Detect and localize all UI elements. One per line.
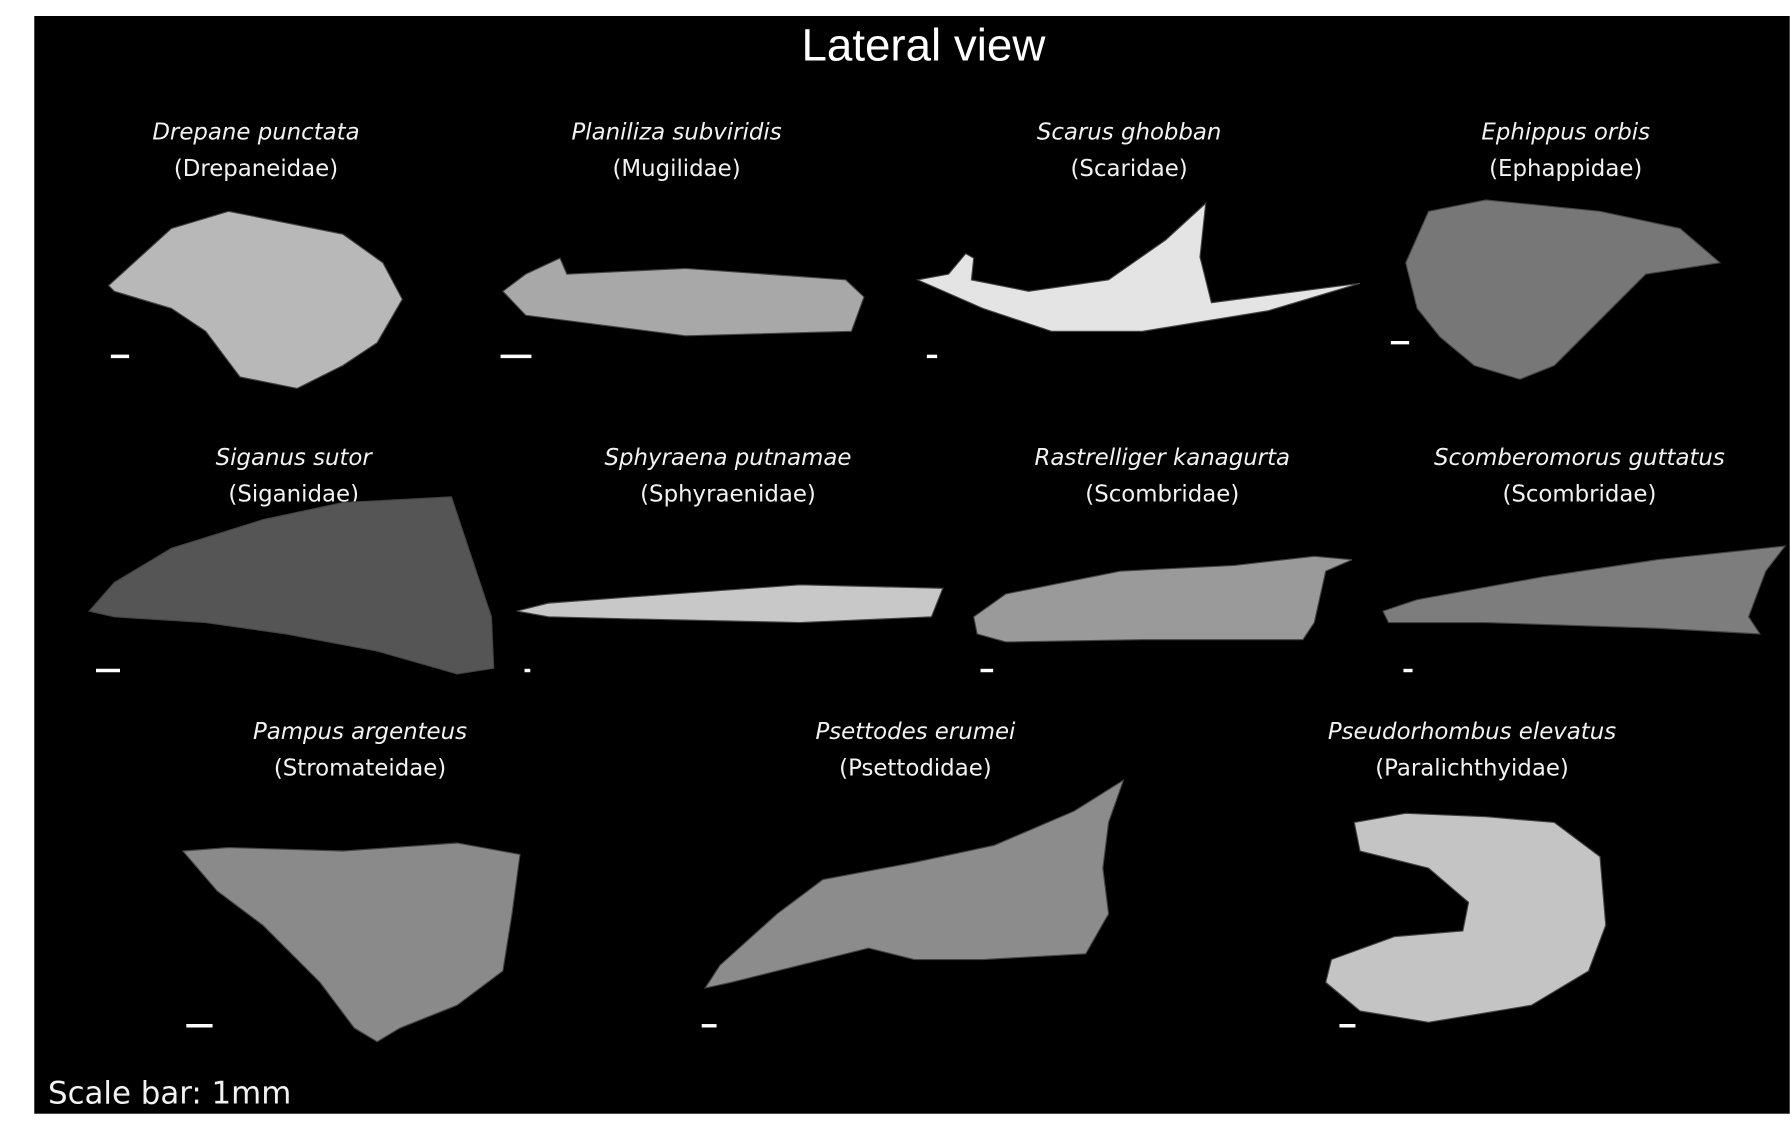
specimen-rastrelliger: Rastrelliger kanagurta (Scombridae) (973, 445, 1353, 673)
family-name: (Scombridae) (1085, 481, 1239, 507)
specimen-scomberomorus: Scomberomorus guttatus (Scombridae) (1382, 445, 1787, 673)
specimen-drepane: Drepane punctata (Drepaneidae) (107, 119, 403, 389)
species-name: Sphyraena putnamae (605, 445, 852, 471)
bone-image (915, 201, 1361, 332)
species-name: Planiliza subviridis (571, 119, 781, 145)
bone-image (703, 778, 1125, 989)
bone-image (1405, 199, 1722, 380)
species-name: Drepane punctata (152, 119, 359, 145)
bone-image (502, 257, 865, 337)
figure-title: Lateral view (801, 20, 1046, 71)
species-name: Ephippus orbis (1481, 119, 1650, 145)
bone-image (516, 584, 944, 624)
species-name: Psettodes erumei (815, 719, 1016, 745)
bone-image (973, 555, 1353, 643)
species-name: Rastrelliger kanagurta (1035, 445, 1291, 471)
bone-image (181, 842, 521, 1043)
species-name: Pampus argenteus (253, 719, 467, 745)
bone-image (1325, 812, 1607, 1023)
species-name: Siganus sutor (216, 445, 374, 471)
family-name: (Sphyraenidae) (640, 481, 816, 507)
family-name: (Paralichthyidae) (1375, 756, 1569, 782)
species-name: Pseudorhombus elevatus (1328, 719, 1616, 745)
family-name: (Scombridae) (1502, 481, 1656, 507)
family-name: (Scaridae) (1071, 156, 1188, 182)
family-name: (Ephappidae) (1489, 156, 1642, 182)
bone-image (107, 210, 403, 389)
bone-image (1382, 545, 1787, 635)
family-name: (Stromateidae) (274, 756, 446, 782)
specimen-psettodes: Psettodes erumei (Psettodidae) (701, 719, 1125, 1028)
species-name: Scomberomorus guttatus (1434, 445, 1725, 471)
bone-image (88, 496, 495, 675)
specimen-ephippus: Ephippus orbis (Ephappidae) (1390, 119, 1722, 380)
family-name: (Drepaneidae) (174, 156, 338, 182)
specimen-pseudorhombus: Pseudorhombus elevatus (Paralichthyidae) (1325, 719, 1616, 1028)
specimen-planiliza: Planiliza subviridis (Mugilidae) (500, 119, 865, 359)
family-name: (Mugilidae) (613, 156, 741, 182)
specimen-siganus: Siganus sutor (Siganidae) (88, 445, 495, 675)
specimen-scarus: Scarus ghobban (Scaridae) (915, 119, 1361, 359)
specimen-sphyraena: Sphyraena putnamae (Sphyraenidae) (516, 445, 944, 673)
family-name: (Psettodidae) (839, 756, 991, 782)
scale-bar-note: Scale bar: 1mm (48, 1075, 291, 1111)
specimen-pampus: Pampus argenteus (Stromateidae) (181, 719, 521, 1043)
species-name: Scarus ghobban (1037, 119, 1222, 145)
family-name: (Siganidae) (228, 481, 359, 507)
